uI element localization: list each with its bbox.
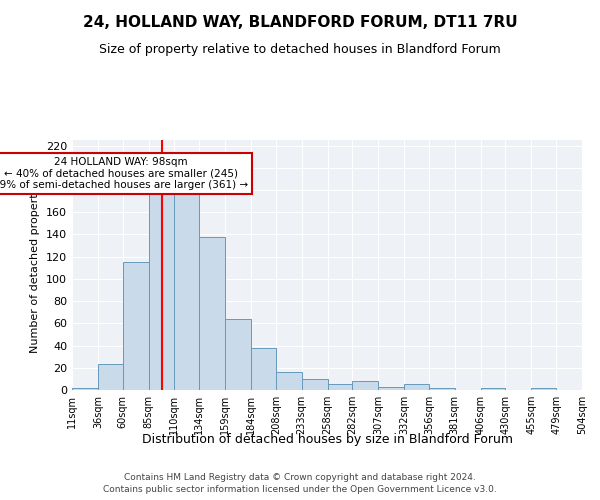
Bar: [429, 388, 455, 390]
Y-axis label: Number of detached properties: Number of detached properties: [31, 178, 40, 352]
Bar: [98, 364, 122, 390]
Bar: [352, 381, 378, 390]
Bar: [532, 388, 556, 390]
Bar: [225, 319, 251, 390]
Text: 24 HOLLAND WAY: 98sqm
← 40% of detached houses are smaller (245)
59% of semi-det: 24 HOLLAND WAY: 98sqm ← 40% of detached …: [0, 156, 248, 190]
Text: Size of property relative to detached houses in Blandford Forum: Size of property relative to detached ho…: [99, 42, 501, 56]
Bar: [276, 372, 302, 390]
Bar: [328, 384, 352, 390]
Text: 24, HOLLAND WAY, BLANDFORD FORUM, DT11 7RU: 24, HOLLAND WAY, BLANDFORD FORUM, DT11 7…: [83, 15, 517, 30]
Bar: [72, 388, 98, 390]
Bar: [302, 379, 328, 390]
Bar: [175, 186, 199, 390]
Bar: [378, 386, 404, 390]
Text: Contains HM Land Registry data © Crown copyright and database right 2024.: Contains HM Land Registry data © Crown c…: [124, 472, 476, 482]
Bar: [122, 262, 149, 390]
Bar: [481, 388, 505, 390]
Bar: [149, 186, 175, 390]
Text: Distribution of detached houses by size in Blandford Forum: Distribution of detached houses by size …: [142, 432, 512, 446]
Bar: [199, 236, 225, 390]
Bar: [251, 348, 276, 390]
Text: Contains public sector information licensed under the Open Government Licence v3: Contains public sector information licen…: [103, 485, 497, 494]
Bar: [404, 384, 429, 390]
